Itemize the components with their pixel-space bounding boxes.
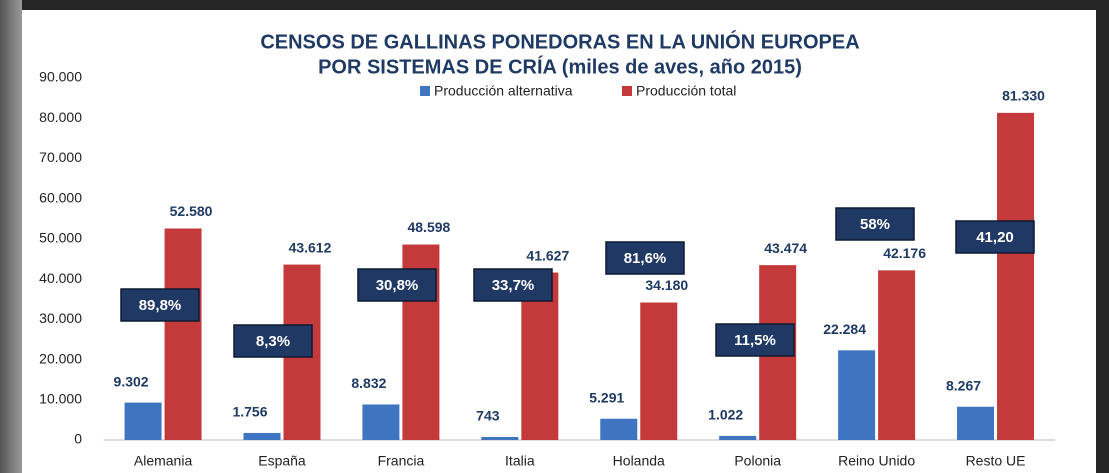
chart-title: CENSOS DE GALLINAS PONEDORAS EN LA UNIÓN… bbox=[260, 29, 859, 53]
y-tick-label: 20.000 bbox=[39, 350, 82, 366]
x-tick-label: Polonia bbox=[734, 453, 781, 469]
y-tick-label: 10.000 bbox=[39, 390, 82, 406]
legend-swatch bbox=[622, 86, 632, 96]
annotation: 30,8% bbox=[376, 277, 419, 294]
value-label: 52.580 bbox=[170, 203, 213, 219]
annotation: 81,6% bbox=[624, 250, 667, 267]
annotation-box bbox=[835, 207, 915, 241]
frame-left bbox=[0, 0, 22, 473]
x-tick-label: Holanda bbox=[613, 453, 665, 469]
value-label: 9.302 bbox=[114, 373, 149, 389]
value-label: 5.291 bbox=[589, 389, 624, 405]
value-label: 43.612 bbox=[289, 239, 332, 255]
x-tick-label: Italia bbox=[505, 453, 535, 469]
annotation: 58% bbox=[860, 216, 890, 233]
chart-subtitle: POR SISTEMAS DE CRÍA (miles de aves, año… bbox=[318, 55, 802, 78]
value-label: 34.180 bbox=[645, 277, 688, 293]
legend-label: Producción alternativa bbox=[434, 83, 573, 99]
bar bbox=[640, 302, 678, 440]
bar bbox=[997, 112, 1035, 440]
y-tick-label: 60.000 bbox=[39, 189, 82, 205]
value-label: 8.832 bbox=[351, 375, 386, 391]
annotation-box bbox=[233, 324, 313, 358]
x-tick-label: Alemania bbox=[134, 453, 193, 469]
bar bbox=[600, 418, 638, 440]
bar bbox=[838, 350, 876, 440]
y-tick-label: 70.000 bbox=[39, 149, 82, 165]
y-tick-label: 0 bbox=[74, 431, 82, 447]
y-tick-label: 30.000 bbox=[39, 310, 82, 326]
annotation-box bbox=[357, 268, 437, 302]
bar bbox=[362, 404, 400, 440]
value-label: 48.598 bbox=[407, 219, 450, 235]
value-label: 81.330 bbox=[1002, 88, 1045, 104]
x-tick-label: España bbox=[258, 453, 306, 469]
value-label: 43.474 bbox=[764, 240, 807, 256]
y-tick-label: 90.000 bbox=[39, 69, 82, 85]
value-label: 42.176 bbox=[883, 245, 926, 261]
value-label: 1.022 bbox=[708, 407, 743, 423]
annotation: 8,3% bbox=[256, 333, 290, 350]
y-tick-label: 80.000 bbox=[39, 109, 82, 125]
y-tick-label: 50.000 bbox=[39, 230, 82, 246]
x-tick-label: Reino Unido bbox=[838, 453, 915, 469]
value-label: 41.627 bbox=[526, 247, 569, 263]
annotation: 41,20 bbox=[976, 229, 1014, 246]
y-tick-label: 40.000 bbox=[39, 270, 82, 286]
annotation: 11,5% bbox=[734, 332, 776, 349]
value-label: 743 bbox=[476, 408, 500, 424]
value-label: 8.267 bbox=[946, 377, 981, 393]
x-tick-label: Resto UE bbox=[966, 453, 1026, 469]
bar bbox=[124, 402, 162, 440]
annotation-box bbox=[605, 241, 685, 275]
value-label: 22.284 bbox=[823, 321, 866, 337]
legend-swatch bbox=[420, 86, 430, 96]
annotation-box bbox=[120, 288, 200, 322]
bar bbox=[243, 432, 281, 440]
annotation: 33,7% bbox=[492, 277, 535, 294]
x-tick-label: Francia bbox=[378, 453, 425, 469]
bar bbox=[164, 228, 202, 440]
annotation-box bbox=[473, 268, 553, 302]
bar bbox=[481, 437, 519, 440]
annotation-box bbox=[955, 220, 1035, 254]
annotation-box bbox=[715, 323, 795, 357]
bar bbox=[719, 435, 757, 440]
bar bbox=[957, 406, 995, 440]
bar bbox=[878, 270, 916, 440]
annotation: 89,8% bbox=[139, 297, 182, 314]
legend-label: Producción total bbox=[636, 83, 736, 99]
value-label: 1.756 bbox=[232, 404, 267, 420]
